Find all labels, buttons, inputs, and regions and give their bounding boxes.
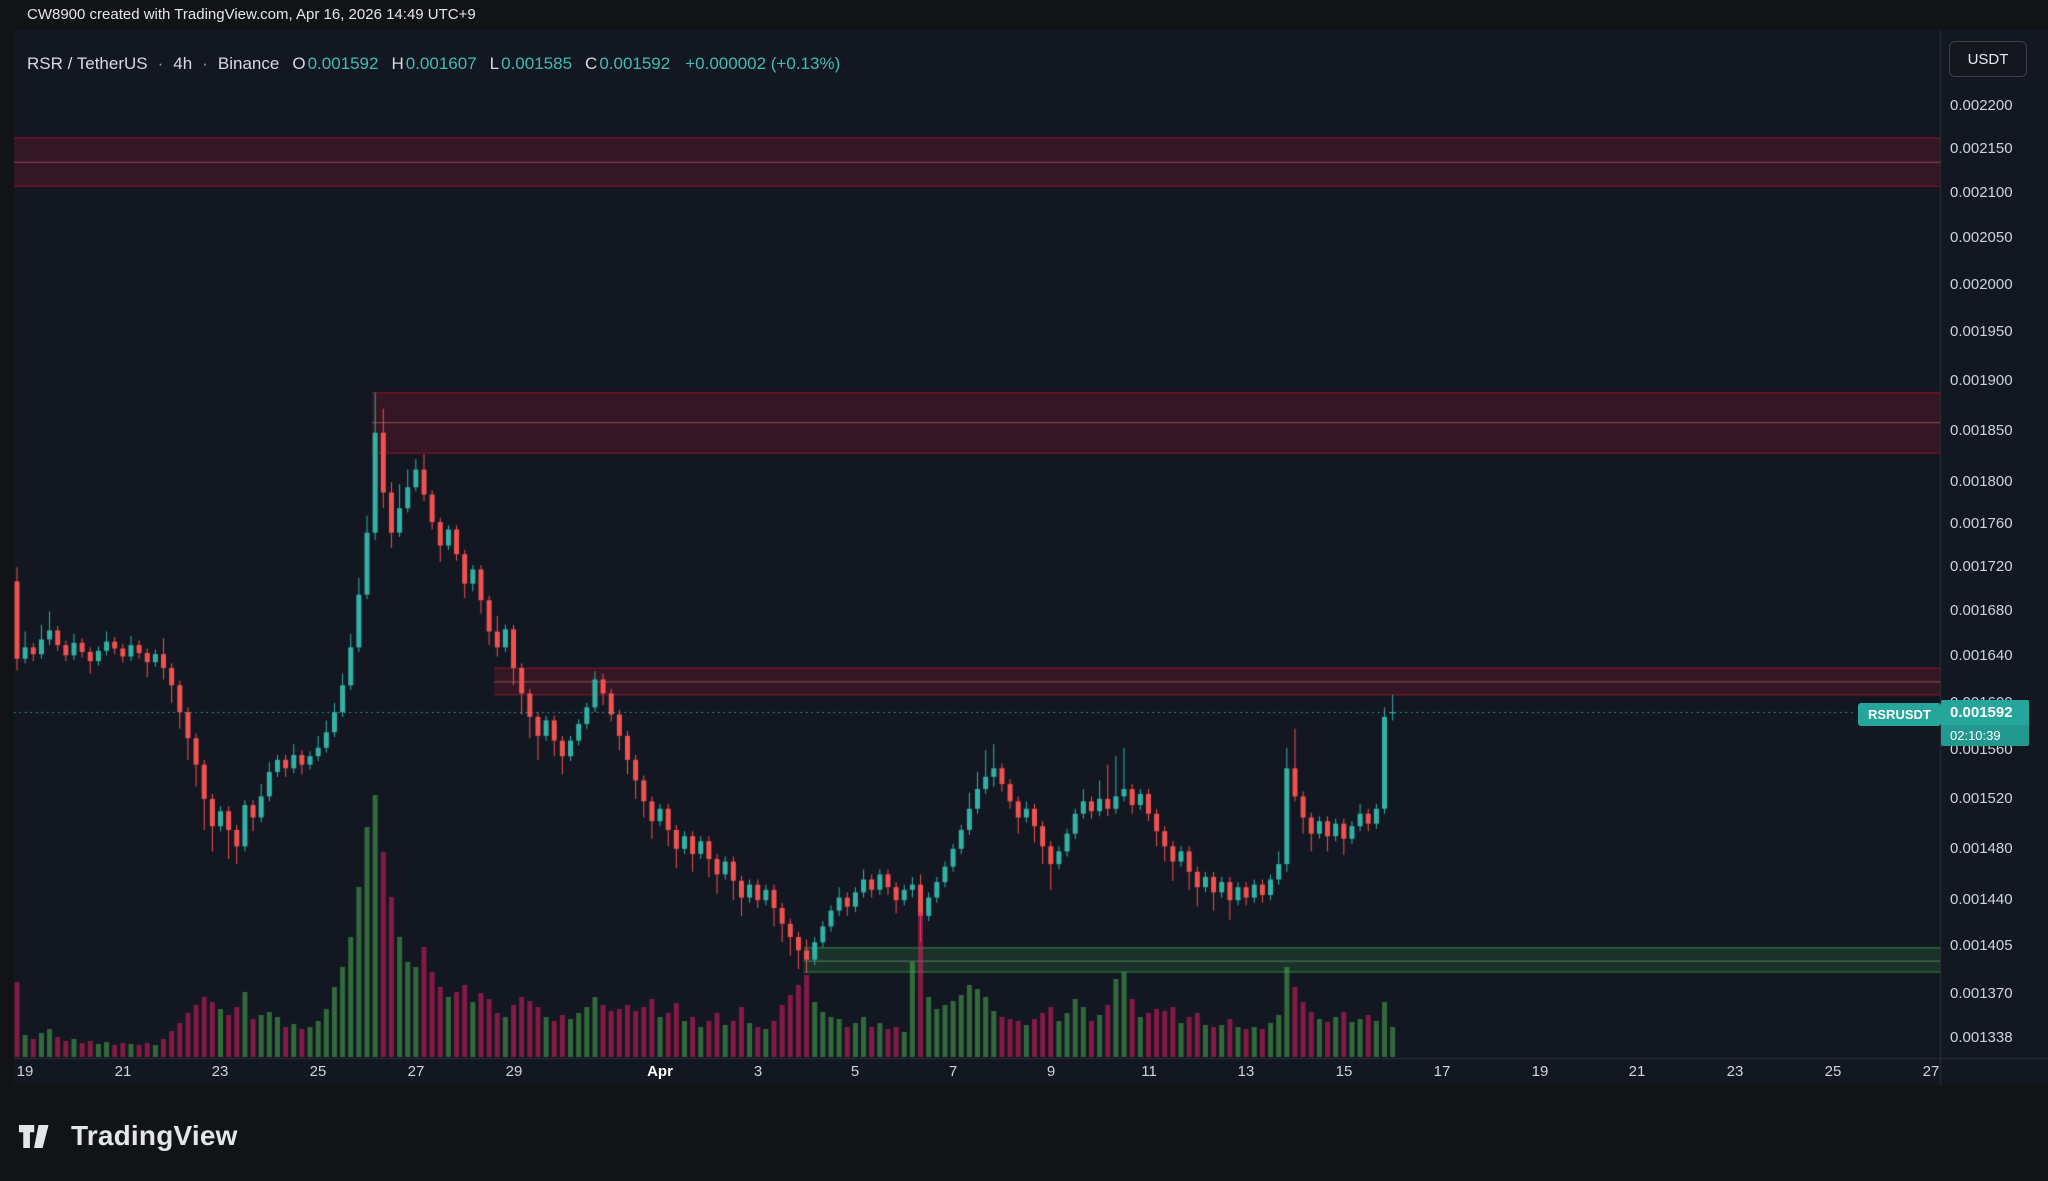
time-tick-label: 27 [407,1063,425,1080]
time-tick-label: 5 [850,1063,860,1080]
time-tick-label: 7 [948,1063,958,1080]
price-tick-label: 0.001850 [1950,421,2013,439]
price-tick-label: 0.001440 [1950,891,2013,909]
current-price-value: 0.001592 [1941,700,2029,725]
time-tick-label: 23 [211,1063,229,1080]
ohlc-low: L 0.001585 [489,54,573,73]
bar-countdown: 02:10:39 [1941,725,2029,746]
ohlc-close: C 0.001592 [585,54,671,73]
price-tick-label: 0.002000 [1950,275,2013,293]
price-tick-label: 0.001900 [1950,371,2013,389]
series-price-tag: RSRUSDT [1858,703,1941,726]
price-tick-label: 0.001800 [1950,473,2013,491]
legend-separator: · [157,54,164,73]
price-tick-label: 0.001760 [1950,515,2013,533]
time-tick-label: 27 [1922,1063,1940,1080]
time-tick-label: 25 [309,1063,327,1080]
time-tick-label: 23 [1726,1063,1744,1080]
time-tick-label: 9 [1046,1063,1056,1080]
time-tick-label: 21 [114,1063,132,1080]
tradingview-logo-text: TradingView [71,1120,238,1151]
price-tick-label: 0.001338 [1950,1028,2013,1046]
time-tick-label: 29 [505,1063,523,1080]
price-tick-label: 0.002200 [1950,97,2013,114]
chart-legend[interactable]: RSR / TetherUS · 4h · Binance O 0.001592… [27,54,840,74]
price-tick-label: 0.001720 [1950,558,2013,576]
tradingview-logo-icon [18,1124,49,1148]
attribution-text: CW8900 created with TradingView.com, Apr… [27,6,476,23]
time-tick-label: 25 [1824,1063,1842,1080]
current-price-label: 0.001592 02:10:39 [1941,700,2029,746]
time-tick-label: 19 [1531,1063,1549,1080]
price-tick-label: 0.001640 [1950,647,2013,665]
time-tick-label: 19 [16,1063,34,1080]
time-tick-label: 13 [1237,1063,1255,1080]
time-tick-label: 11 [1141,1063,1157,1080]
time-tick-label: 17 [1433,1063,1451,1080]
currency-toggle-button[interactable]: USDT [1949,41,2027,77]
time-tick-label: 15 [1335,1063,1353,1080]
tradingview-logo[interactable]: TradingView [18,1120,238,1152]
price-tick-label: 0.001370 [1950,984,2013,1002]
price-tick-label: 0.002100 [1950,184,2013,202]
price-tick-label: 0.001405 [1950,937,2013,955]
time-tick-label: 21 [1628,1063,1646,1080]
ohlc-high: H 0.001607 [391,54,477,73]
time-tick-label: 3 [753,1063,763,1080]
price-tick-label: 0.001680 [1950,602,2013,620]
price-tick-label: 0.001480 [1950,839,2013,857]
price-tick-label: 0.001520 [1950,789,2013,807]
interval-label[interactable]: 4h [173,54,193,73]
symbol-title[interactable]: RSR / TetherUS [27,54,148,73]
price-tick-label: 0.002050 [1950,229,2013,247]
change-value: +0.000002 (+0.13%) [685,54,841,73]
legend-separator: · [202,54,208,73]
exchange-label: Binance [217,54,280,73]
price-tick-label: 0.001950 [1950,323,2013,341]
time-tick-label: Apr [647,1063,673,1080]
ohlc-open: O 0.001592 [292,54,379,73]
price-tick-label: 0.002150 [1950,140,2013,158]
